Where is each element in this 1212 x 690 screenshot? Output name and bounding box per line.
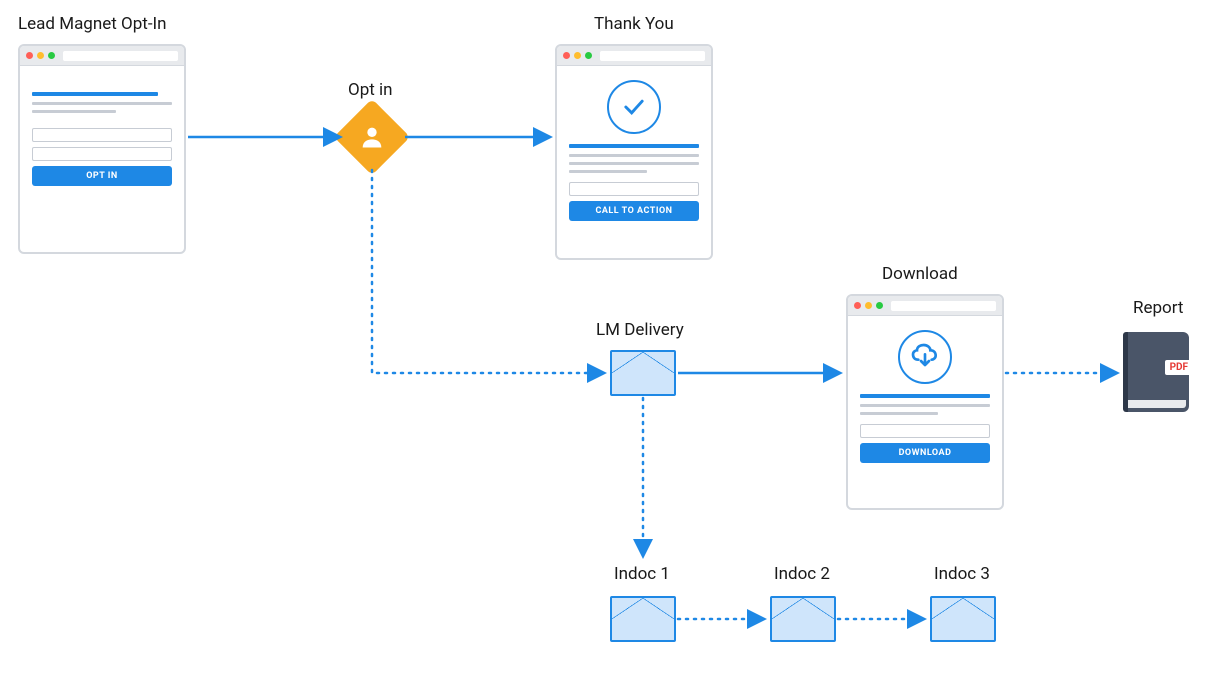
envelope-icon	[610, 350, 676, 396]
person-icon	[358, 123, 386, 151]
envelope-icon	[770, 596, 836, 642]
traffic-light-icon	[854, 302, 861, 309]
label-download: Download	[882, 264, 958, 284]
traffic-light-icon	[865, 302, 872, 309]
traffic-light-icon	[37, 52, 44, 59]
text-line	[32, 102, 172, 105]
browser-header	[848, 296, 1002, 316]
address-bar	[600, 51, 705, 61]
form-input	[32, 128, 172, 142]
address-bar	[891, 301, 996, 311]
label-report: Report	[1133, 298, 1183, 318]
envelope-icon	[610, 596, 676, 642]
label-indoc1: Indoc 1	[614, 564, 670, 584]
address-bar	[63, 51, 178, 61]
heading-line	[32, 92, 158, 96]
browser-thank-you: CALL TO ACTION	[555, 44, 713, 260]
pdf-badge: PDF	[1165, 360, 1193, 375]
label-indoc2: Indoc 2	[774, 564, 830, 584]
text-line	[569, 170, 647, 173]
label-lm-delivery: LM Delivery	[596, 320, 684, 340]
traffic-light-icon	[876, 302, 883, 309]
download-button: DOWNLOAD	[860, 443, 990, 463]
traffic-light-icon	[563, 52, 570, 59]
opt-in-button: OPT IN	[32, 166, 172, 186]
traffic-light-icon	[26, 52, 33, 59]
browser-lead-magnet: OPT IN	[18, 44, 186, 254]
form-input	[569, 182, 699, 196]
text-line	[860, 404, 990, 407]
book-icon: PDF	[1123, 332, 1189, 412]
cta-button: CALL TO ACTION	[569, 201, 699, 221]
traffic-light-icon	[585, 52, 592, 59]
cloud-download-icon	[898, 330, 952, 384]
traffic-light-icon	[48, 52, 55, 59]
text-line	[32, 110, 116, 113]
browser-header	[557, 46, 711, 66]
browser-download: DOWNLOAD	[846, 294, 1004, 510]
form-input	[32, 147, 172, 161]
browser-header	[20, 46, 184, 66]
traffic-light-icon	[574, 52, 581, 59]
form-input	[860, 424, 990, 438]
label-lead-magnet: Lead Magnet Opt-In	[18, 14, 167, 34]
heading-line	[860, 394, 990, 398]
text-line	[569, 154, 699, 157]
envelope-icon	[930, 596, 996, 642]
checkmark-circle-icon	[607, 80, 661, 134]
decision-diamond	[334, 99, 410, 175]
label-thank-you: Thank You	[594, 14, 674, 34]
heading-line	[569, 144, 699, 148]
label-opt-in: Opt in	[348, 80, 393, 100]
label-indoc3: Indoc 3	[934, 564, 990, 584]
text-line	[860, 412, 938, 415]
text-line	[569, 162, 699, 165]
